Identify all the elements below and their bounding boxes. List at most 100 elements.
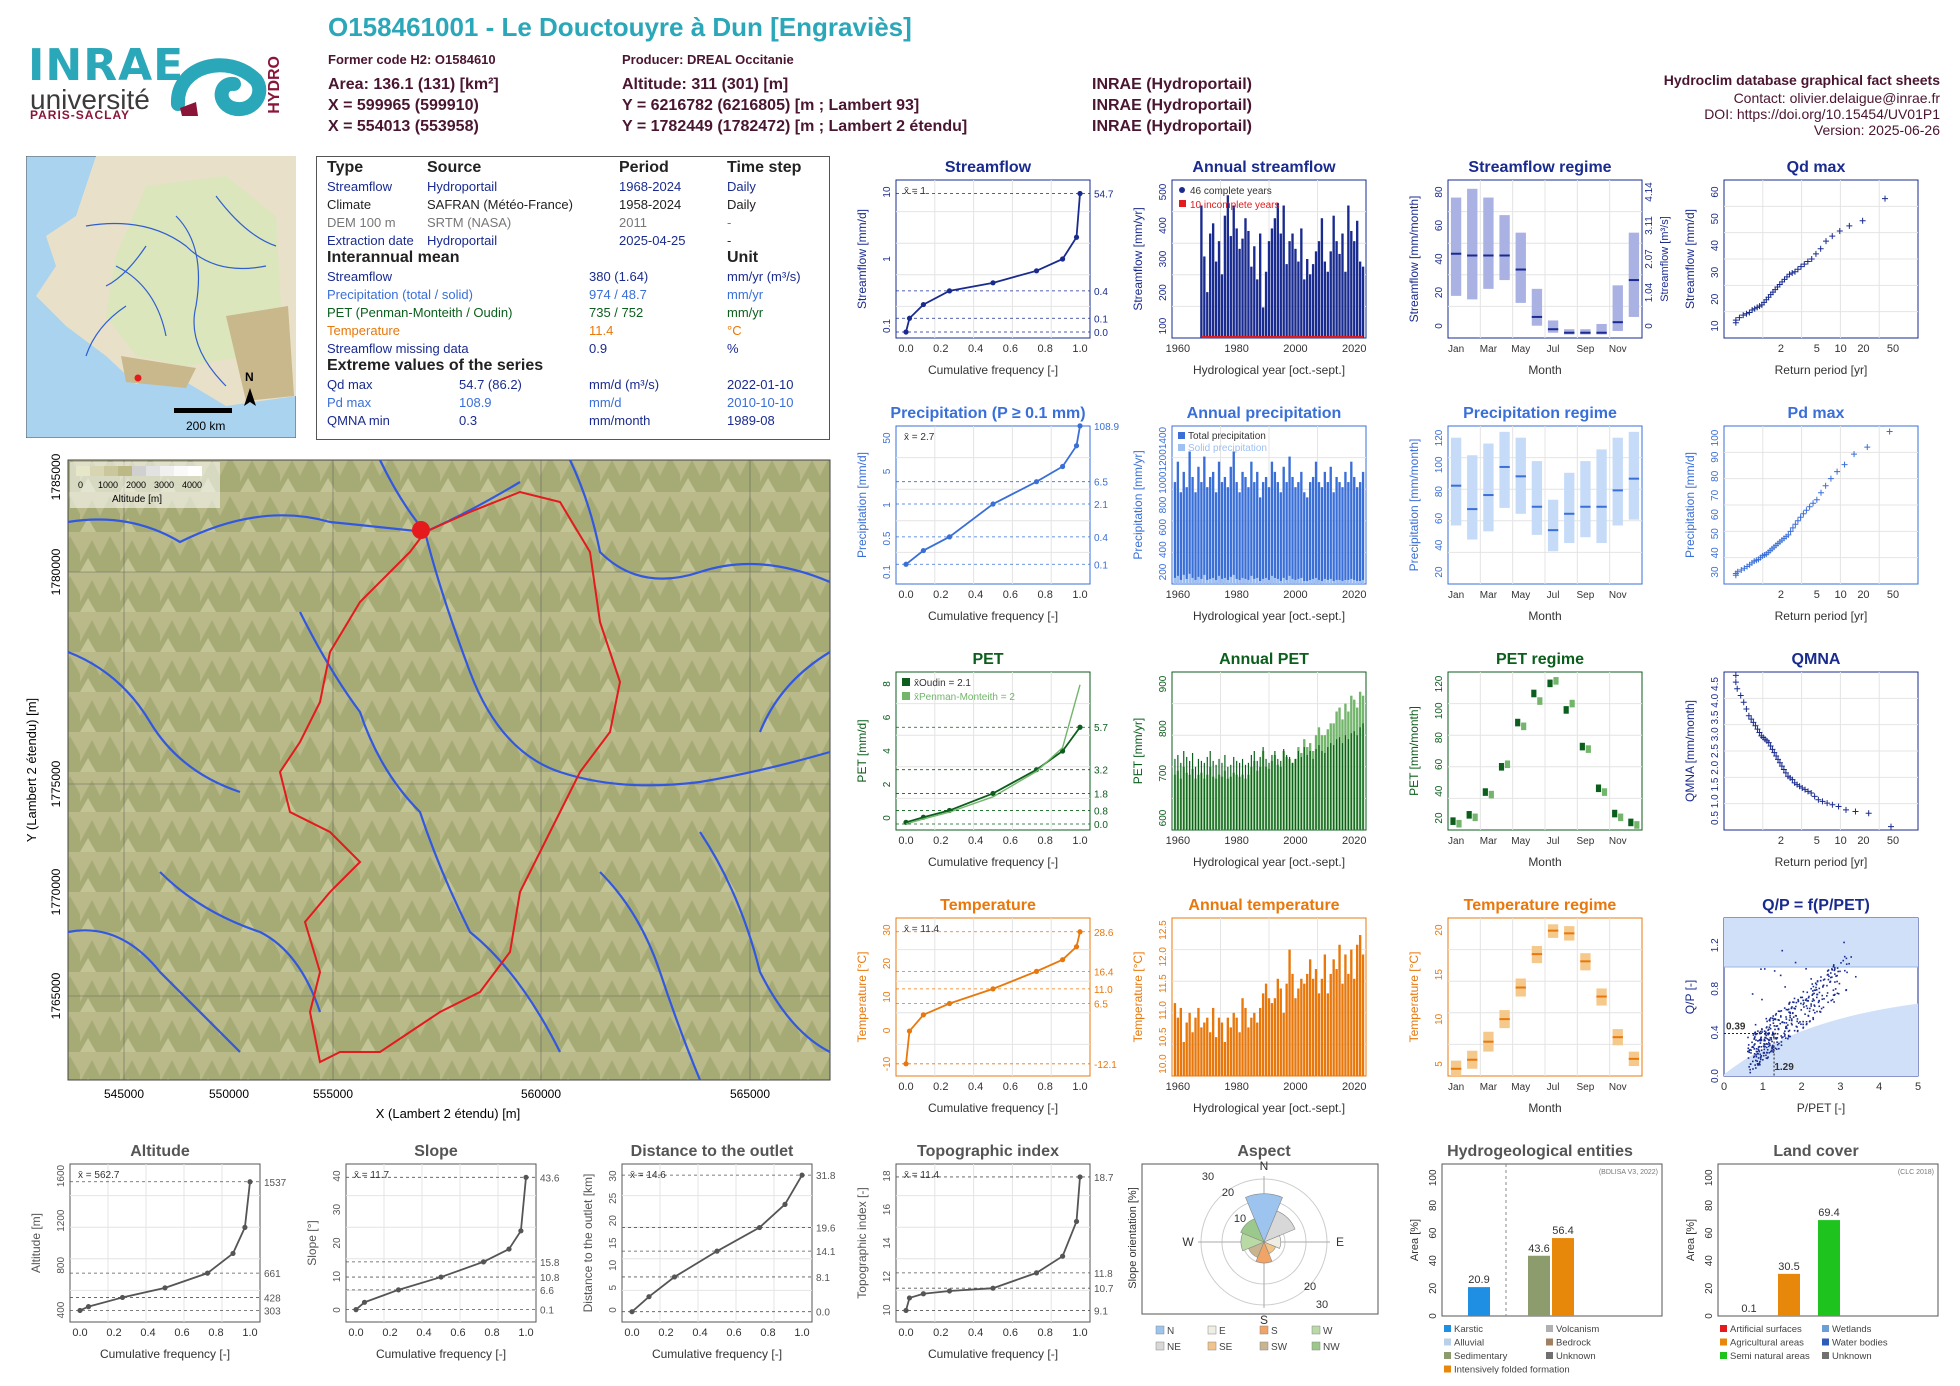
scatter-point bbox=[1763, 1046, 1765, 1048]
y-axis-label: Q/P [-] bbox=[1683, 980, 1697, 1014]
data-point bbox=[1073, 944, 1080, 950]
mean-pet-value: 735 / 752 bbox=[589, 305, 644, 320]
scatter-point bbox=[1748, 1066, 1750, 1068]
right-tick-label: 8.1 bbox=[816, 1273, 830, 1284]
annual-bar bbox=[1297, 482, 1300, 584]
annual-bar bbox=[1311, 264, 1315, 338]
annual-bar-solid bbox=[1223, 577, 1227, 584]
aspect-sector bbox=[1263, 1210, 1296, 1243]
scatter-point bbox=[1751, 1041, 1753, 1044]
scatter-point bbox=[1755, 1039, 1757, 1041]
annual-bar bbox=[1332, 492, 1335, 584]
data-source: (BDLISA V3, 2022) bbox=[1599, 1169, 1658, 1176]
locator-scale-label: 200 km bbox=[186, 419, 225, 433]
annual-bar-oudin bbox=[1288, 756, 1291, 830]
scatter-point bbox=[1752, 1056, 1755, 1059]
legend-swatch bbox=[1207, 1325, 1217, 1335]
regime-penman-box bbox=[1634, 821, 1640, 829]
x-tick-label: 0.4 bbox=[968, 589, 983, 601]
annual-bar bbox=[1217, 461, 1221, 584]
aspect-sector bbox=[1263, 1235, 1282, 1249]
annual-bar-oudin bbox=[1274, 751, 1276, 830]
x-tick-label: 2 bbox=[1778, 589, 1784, 601]
scatter-point bbox=[1787, 1034, 1790, 1037]
scatter-point bbox=[1769, 1018, 1771, 1021]
scatter-point bbox=[1805, 1020, 1808, 1023]
annual-bar-solid bbox=[1288, 575, 1291, 584]
annual-bar-oudin bbox=[1183, 751, 1185, 830]
x-tick-label: 50 bbox=[1887, 343, 1899, 355]
x-tick-label: 1.0 bbox=[1072, 343, 1087, 355]
y-tick-label: 3.5 bbox=[1710, 710, 1721, 724]
annual-bar bbox=[1211, 471, 1215, 584]
x-tick-label: 0.8 bbox=[760, 1327, 775, 1339]
chart-title: QMNA bbox=[1792, 651, 1841, 668]
y-tick-label: 10 bbox=[1710, 320, 1721, 332]
chart-qp-ppet: Q/P = f(P/PET) P/PET [-] Q/P [-] 0.39 1.29 0 1… bbox=[1683, 897, 1921, 1115]
scatter-point bbox=[1776, 1037, 1779, 1039]
scatter-point bbox=[1774, 1037, 1777, 1039]
extreme-qd-date: 2022-01-10 bbox=[727, 377, 794, 392]
annual-bar-oudin bbox=[1209, 751, 1211, 830]
scatter-point bbox=[1820, 976, 1822, 978]
y-axis-label: Area [%] bbox=[1685, 1219, 1697, 1261]
y-tick-label: 0.8 bbox=[1710, 981, 1721, 995]
annual-bar-oudin bbox=[1333, 745, 1335, 830]
legend-swatch bbox=[1444, 1325, 1451, 1332]
annual-bar-solid bbox=[1347, 579, 1350, 584]
scatter-point bbox=[1781, 949, 1784, 952]
right-tick-label: 0.1 bbox=[540, 1306, 554, 1317]
x-tick-label: 0.0 bbox=[898, 1327, 913, 1339]
y-tick-label: 12 bbox=[882, 1271, 893, 1283]
annual-bar bbox=[1223, 476, 1227, 584]
data-point bbox=[714, 1248, 720, 1254]
annual-bar-oudin bbox=[1303, 747, 1305, 830]
legend-label: Artificial surfaces bbox=[1730, 1324, 1802, 1335]
y-tick-label: 4 bbox=[882, 748, 893, 754]
annual-bar-oudin bbox=[1309, 751, 1311, 830]
x-tick-label: Mar bbox=[1480, 590, 1498, 601]
legend-label: 10 incomplete years bbox=[1190, 200, 1280, 211]
bar-value-label: 69.4 bbox=[1818, 1207, 1839, 1219]
annual-bar bbox=[1303, 492, 1306, 584]
y-tick-label: 50 bbox=[1710, 213, 1721, 225]
annual-bar bbox=[1253, 246, 1256, 338]
return-period-point bbox=[1736, 314, 1743, 321]
annual-bar-oudin bbox=[1236, 760, 1238, 830]
annual-bar-oudin bbox=[1306, 754, 1308, 830]
scatter-point bbox=[1837, 970, 1839, 973]
annual-bar-oudin bbox=[1359, 727, 1361, 830]
y-tick-label: 5 bbox=[1434, 1061, 1445, 1067]
scatter-point bbox=[1763, 1042, 1765, 1045]
scatter-point bbox=[1766, 1051, 1768, 1054]
annual-bar bbox=[1176, 461, 1180, 584]
x-tick-label: Mar bbox=[1480, 836, 1498, 847]
data-source: (CLC 2018) bbox=[1898, 1169, 1934, 1176]
annual-bar bbox=[1323, 261, 1327, 338]
x-tick-label: 0.6 bbox=[450, 1327, 465, 1339]
return-period-point bbox=[1829, 801, 1836, 808]
legend-marker bbox=[1179, 187, 1185, 193]
scatter-point bbox=[1839, 970, 1841, 973]
regime-oudin-box bbox=[1482, 788, 1488, 796]
chart-pet-regime: PET regime Month PET [mm/month] Jan Mar May Ju… bbox=[1407, 651, 1643, 869]
annual-bar-solid bbox=[1356, 580, 1359, 584]
annual-bar bbox=[1311, 476, 1315, 584]
y-tick-label: 40 bbox=[1434, 785, 1445, 797]
map-ytick: 1770000 bbox=[49, 868, 63, 915]
percent-bar bbox=[1818, 1220, 1840, 1316]
y-tick-label: 70 bbox=[1710, 489, 1721, 501]
annual-bar bbox=[1179, 1007, 1182, 1076]
plot-area bbox=[69, 1163, 261, 1323]
y-tick-label: 20 bbox=[1434, 287, 1445, 299]
scatter-point bbox=[1802, 1003, 1805, 1006]
return-period-point bbox=[1827, 475, 1834, 482]
y-tick-label: 0.5 bbox=[1710, 811, 1721, 825]
aspect-sector bbox=[1255, 1241, 1273, 1264]
return-period-point bbox=[1743, 310, 1750, 317]
scatter-point bbox=[1807, 1014, 1810, 1017]
data-point bbox=[480, 1259, 487, 1265]
mean-temp-value: 11.4 bbox=[589, 323, 614, 338]
scatter-point bbox=[1776, 1025, 1779, 1027]
plot-area bbox=[895, 179, 1091, 339]
